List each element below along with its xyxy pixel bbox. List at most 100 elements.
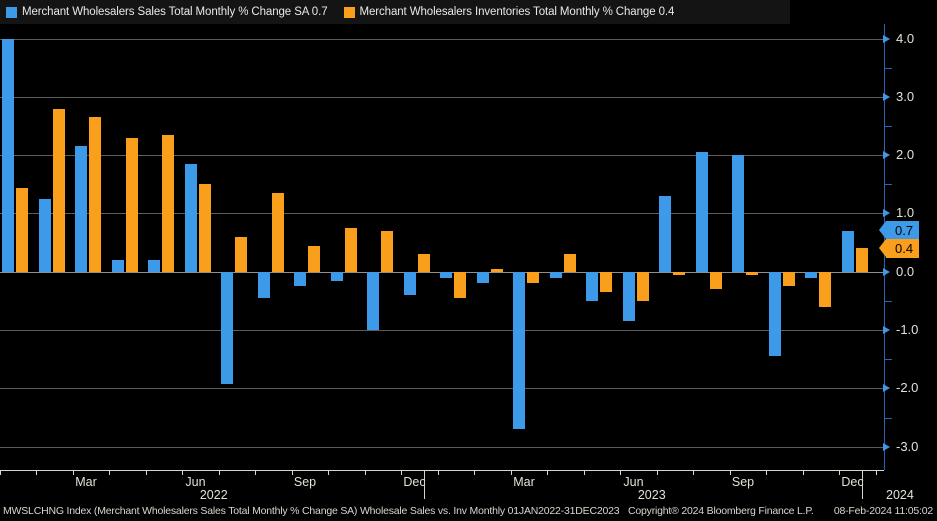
bar-sales[interactable] — [768, 271, 781, 357]
y-tick-arrow — [883, 151, 890, 160]
bar-inventories[interactable] — [527, 271, 539, 284]
y-tick-arrow — [883, 92, 890, 101]
gridline — [0, 39, 884, 40]
bar-sales[interactable] — [111, 260, 124, 272]
bar-inventories[interactable] — [636, 271, 649, 301]
x-minor-tick — [839, 471, 840, 475]
x-axis-label: Mar — [513, 475, 535, 489]
x-minor-tick — [766, 471, 767, 475]
y-tick-arrow — [883, 209, 890, 218]
bar-inventories[interactable] — [271, 193, 284, 272]
x-axis-year-label: 2024 — [886, 488, 914, 502]
bar-inventories[interactable] — [490, 268, 503, 272]
x-minor-tick — [474, 471, 475, 475]
x-minor-tick — [109, 471, 110, 475]
x-minor-tick — [584, 471, 585, 475]
y-minor-tick — [884, 359, 892, 361]
status-bar: MWSLCHNG Index (Merchant Wholesalers Sal… — [0, 505, 937, 521]
gridline — [0, 155, 884, 156]
bar-sales[interactable] — [184, 163, 197, 272]
bar-inventories[interactable] — [344, 228, 357, 272]
x-axis-year-label: 2023 — [637, 488, 666, 502]
x-axis-label: Jun — [185, 475, 206, 489]
y-minor-tick — [884, 184, 892, 186]
y-tick-arrow — [883, 267, 890, 276]
x-minor-tick — [0, 471, 1, 475]
bar-inventories[interactable] — [125, 137, 138, 272]
y-tick-arrow — [883, 384, 890, 393]
chart-legend: Merchant Wholesalers Sales Total Monthly… — [0, 0, 790, 24]
bar-inventories[interactable] — [308, 245, 320, 272]
bar-inventories[interactable] — [855, 248, 868, 272]
bar-sales[interactable] — [257, 271, 270, 298]
legend-item-inventories[interactable]: Merchant Wholesalers Inventories Total M… — [343, 0, 675, 24]
bar-inventories[interactable] — [16, 188, 28, 272]
value-badge-inventories: 0.4 — [878, 238, 920, 258]
legend-swatch-sales — [6, 6, 17, 18]
x-minor-tick — [620, 471, 621, 475]
bar-sales[interactable] — [38, 198, 51, 272]
bar-sales[interactable] — [403, 271, 416, 296]
y-axis-label: -3.0 — [896, 438, 919, 454]
bar-sales[interactable] — [476, 271, 489, 284]
bar-inventories[interactable] — [89, 117, 101, 272]
bar-sales[interactable] — [330, 271, 343, 281]
bar-sales[interactable] — [2, 38, 14, 272]
status-timestamp: 08-Feb-2024 11:05:02 — [833, 505, 933, 517]
bar-sales[interactable] — [622, 271, 635, 322]
gridline — [0, 97, 884, 98]
y-axis-label: -1.0 — [896, 322, 919, 338]
bar-inventories[interactable] — [782, 271, 795, 287]
value-badge-sales: 0.7 — [878, 221, 920, 241]
bar-inventories[interactable] — [235, 236, 247, 272]
y-axis-label: 3.0 — [896, 88, 915, 104]
bar-inventories[interactable] — [600, 271, 612, 293]
bar-sales[interactable] — [695, 152, 708, 272]
legend-label-inventories: Merchant Wholesalers Inventories Total M… — [359, 6, 675, 18]
bar-sales[interactable] — [659, 195, 671, 272]
legend-item-sales[interactable]: Merchant Wholesalers Sales Total Monthly… — [6, 0, 328, 24]
x-minor-tick — [36, 471, 37, 475]
bar-sales[interactable] — [805, 271, 817, 278]
bar-inventories[interactable] — [454, 271, 466, 298]
bar-inventories[interactable] — [381, 230, 393, 272]
y-minor-tick — [884, 300, 892, 302]
x-axis-label: Sep — [731, 475, 755, 489]
x-minor-tick — [876, 471, 877, 475]
status-description: MWSLCHNG Index (Merchant Wholesalers Sal… — [3, 505, 620, 517]
x-minor-tick — [511, 471, 512, 475]
bar-sales[interactable] — [221, 271, 233, 385]
x-minor-tick — [146, 471, 147, 475]
bar-inventories[interactable] — [52, 108, 65, 272]
bar-sales[interactable] — [841, 230, 854, 272]
bar-sales[interactable] — [732, 155, 744, 272]
bar-sales[interactable] — [586, 271, 598, 301]
y-tick-arrow — [883, 326, 890, 335]
bar-inventories[interactable] — [746, 271, 758, 275]
bar-sales[interactable] — [513, 271, 525, 430]
y-minor-tick — [884, 67, 892, 69]
bar-inventories[interactable] — [819, 271, 831, 307]
x-axis-label: Jun — [623, 475, 644, 489]
bar-inventories[interactable] — [563, 254, 576, 272]
bar-inventories[interactable] — [709, 271, 722, 290]
bar-sales[interactable] — [367, 271, 379, 331]
x-minor-tick — [182, 471, 183, 475]
bar-inventories[interactable] — [162, 134, 174, 272]
bar-sales[interactable] — [148, 260, 160, 272]
x-axis: Mar Jun Sep Dec Mar Jun Sep Dec 2022 2023 2024 — [0, 470, 937, 502]
x-minor-tick — [657, 471, 658, 475]
bar-inventories[interactable] — [673, 271, 685, 275]
legend-swatch-inventories — [343, 6, 355, 18]
bar-sales[interactable] — [549, 271, 562, 278]
bar-sales[interactable] — [440, 271, 452, 278]
legend-spacer — [328, 12, 344, 13]
bar-inventories[interactable] — [417, 254, 430, 272]
bar-sales[interactable] — [75, 146, 87, 272]
bar-sales[interactable] — [294, 271, 306, 287]
bar-inventories[interactable] — [198, 184, 211, 272]
x-minor-tick — [401, 471, 402, 475]
y-minor-tick — [884, 417, 892, 419]
gridline — [0, 447, 884, 448]
